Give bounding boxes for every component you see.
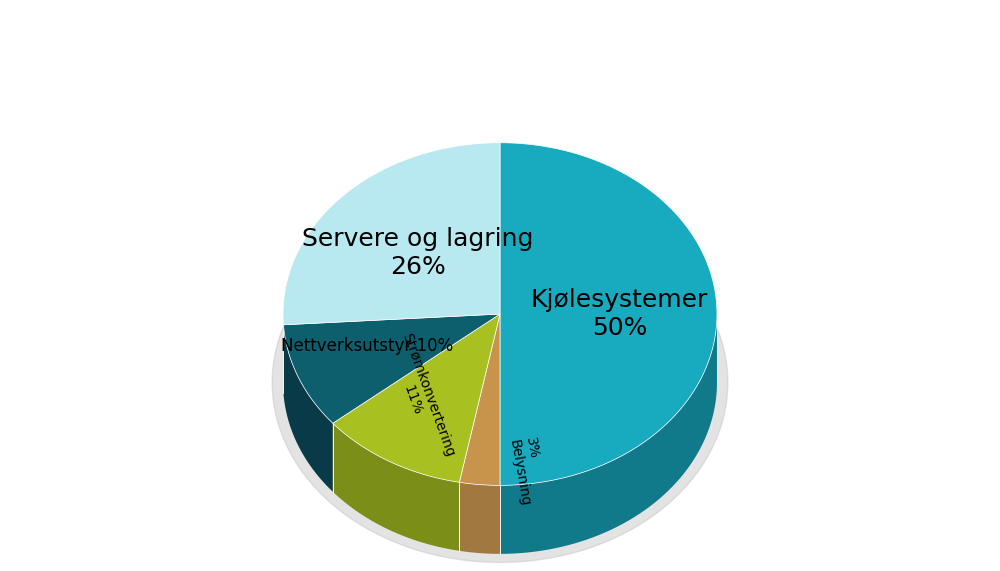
Text: Servere og lagring
26%: Servere og lagring 26% — [302, 227, 533, 279]
Text: 3%
Belysning: 3% Belysning — [507, 436, 548, 508]
Polygon shape — [333, 314, 500, 482]
Text: Nettverksutstyr 10%: Nettverksutstyr 10% — [281, 337, 454, 355]
Ellipse shape — [272, 203, 728, 562]
Polygon shape — [283, 143, 500, 325]
Text: Strømkonvertering
11%: Strømkonvertering 11% — [384, 331, 457, 464]
Polygon shape — [500, 143, 717, 485]
Polygon shape — [333, 423, 459, 551]
Polygon shape — [500, 317, 717, 554]
Polygon shape — [459, 314, 500, 485]
Text: Kjølesystemer
50%: Kjølesystemer 50% — [531, 288, 708, 340]
Polygon shape — [459, 482, 500, 554]
Polygon shape — [283, 325, 333, 492]
Polygon shape — [283, 314, 500, 423]
